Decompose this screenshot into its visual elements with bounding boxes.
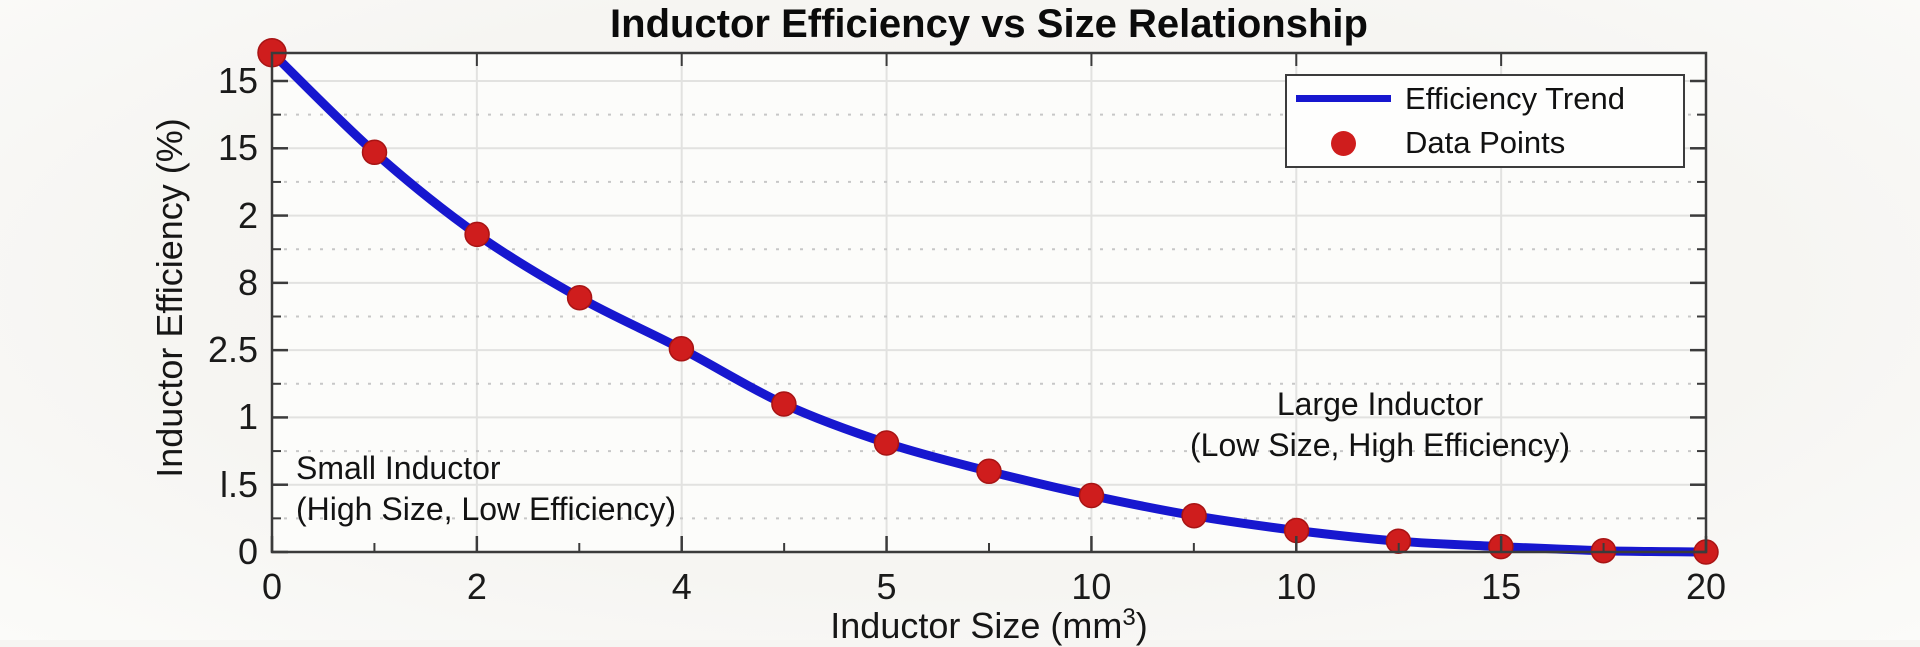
data-point-marker xyxy=(668,336,695,362)
y-tick-label: 2.5 xyxy=(207,329,258,371)
legend-item-label: Data Points xyxy=(1405,125,1566,161)
legend-item-label: Efficiency Trend xyxy=(1405,80,1625,116)
legend-dot-swatch-icon xyxy=(1330,130,1356,156)
data-point-marker xyxy=(1078,482,1105,509)
annotation-large-inductor: Large Inductor (Low Size, High Efficienc… xyxy=(1190,384,1570,466)
data-point-marker xyxy=(566,284,593,311)
data-point-marker xyxy=(976,458,1002,485)
y-tick-label: 1 xyxy=(237,396,258,438)
annotation-large-line1: Large Inductor xyxy=(1276,386,1484,422)
annotation-large-line2: (Low Size, High Efficiency) xyxy=(1190,427,1570,463)
data-point-marker xyxy=(771,391,797,417)
x-tick-label: 2 xyxy=(466,566,487,607)
legend: Efficiency Trend Data Points xyxy=(1285,74,1685,168)
data-point-marker xyxy=(873,430,900,456)
legend-item-efficiency-trend: Efficiency Trend xyxy=(1287,77,1683,121)
x-axis-label-text: Inductor Size (mm xyxy=(830,605,1123,646)
chart-title: Inductor Efficiency vs Size Relationship xyxy=(610,2,1368,46)
y-tick-label: 2 xyxy=(237,194,258,236)
y-tick-label: 0 xyxy=(237,531,258,572)
legend-item-data-points: Data Points xyxy=(1287,121,1683,165)
x-axis-label: Inductor Size (mm3) xyxy=(830,604,1147,647)
efficiency-curve xyxy=(257,37,1719,565)
data-point-marker xyxy=(464,221,490,248)
x-tick-label: 5 xyxy=(876,566,897,607)
x-tick-label: 4 xyxy=(671,566,692,607)
y-tick-label: 15 xyxy=(217,127,258,169)
x-tick-label: 0 xyxy=(261,566,283,607)
y-tick-label: 15 xyxy=(217,60,258,101)
x-axis-label-superscript: 3 xyxy=(1122,604,1136,631)
x-tick-label: 10 xyxy=(1276,566,1317,607)
annotation-small-inductor: Small Inductor (High Size, Low Efficienc… xyxy=(296,448,676,530)
axes-box-and-ticks xyxy=(270,51,1708,554)
data-point-marker xyxy=(361,139,388,166)
data-point-marker xyxy=(1181,502,1207,529)
x-tick-label: 10 xyxy=(1071,566,1112,607)
x-tick-label: 15 xyxy=(1481,566,1522,607)
x-tick-label: 20 xyxy=(1685,566,1727,607)
annotation-small-line1: Small Inductor xyxy=(296,450,501,486)
x-axis-label-close: ) xyxy=(1135,605,1148,646)
annotation-small-line2: (High Size, Low Efficiency) xyxy=(296,491,676,527)
y-tick-label: 8 xyxy=(237,261,258,303)
legend-line-swatch-icon xyxy=(1295,95,1391,103)
y-tick-label: l.5 xyxy=(219,463,258,505)
